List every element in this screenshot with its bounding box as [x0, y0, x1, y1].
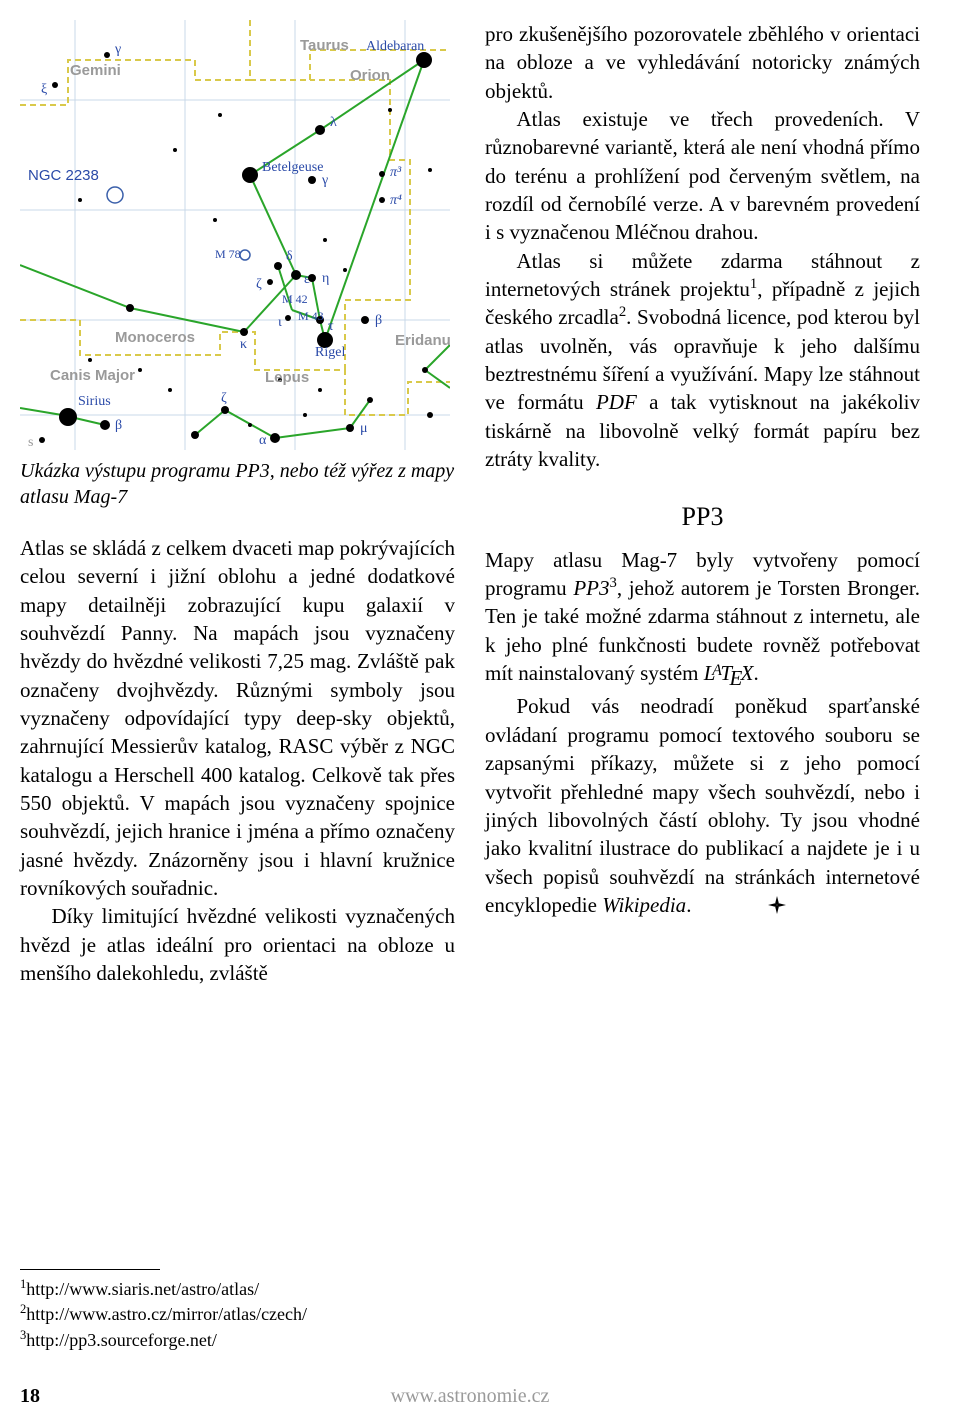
svg-text:Rigel: Rigel: [315, 345, 345, 360]
svg-text:s: s: [28, 435, 33, 450]
page-number: 18: [20, 1385, 40, 1408]
body-paragraph: Atlas se skládá z celkem dvaceti map pok…: [20, 534, 455, 902]
footer-url: www.astronomie.cz: [391, 1385, 550, 1408]
svg-text:γ: γ: [114, 42, 121, 57]
body-paragraph: Pokud vás neodradí poněkud sparťanské ov…: [485, 692, 920, 919]
figure-caption: Ukázka výstupu programu PP3, nebo též vý…: [20, 458, 455, 510]
svg-text:η: η: [322, 271, 329, 286]
body-paragraph: Atlas existuje ve třech provedeních. V r…: [485, 105, 920, 247]
footnote: 3http://pp3.sourceforge.net/: [20, 1327, 460, 1352]
svg-text:M 42: M 42: [282, 292, 308, 306]
svg-text:Gemini: Gemini: [70, 62, 121, 79]
svg-text:Taurus: Taurus: [300, 37, 349, 54]
svg-text:Monoceros: Monoceros: [115, 329, 195, 346]
svg-text:ζ: ζ: [256, 277, 262, 292]
svg-text:Lepus: Lepus: [265, 369, 309, 386]
body-paragraph: pro zkušenějšího pozorovatele zběhlého v…: [485, 20, 920, 105]
svg-text:κ: κ: [240, 337, 247, 352]
section-heading: PP3: [485, 502, 920, 532]
svg-text:β: β: [115, 418, 122, 433]
svg-text:δ: δ: [286, 249, 293, 264]
svg-text:Sirius: Sirius: [78, 394, 111, 409]
svg-text:μ: μ: [360, 421, 368, 436]
svg-text:ι: ι: [278, 315, 282, 330]
svg-text:Aldebaran: Aldebaran: [366, 39, 424, 54]
svg-text:λ: λ: [330, 115, 337, 130]
body-paragraph: Mapy atlasu Mag-7 byly vytvořeny pomocí …: [485, 546, 920, 693]
svg-text:ζ: ζ: [221, 391, 227, 406]
body-paragraph: Atlas si můžete zdarma stáhnout z intern…: [485, 247, 920, 474]
body-paragraph: Díky limitující hvězdné velikosti vyznač…: [20, 902, 455, 987]
footnote: 1http://www.siaris.net/astro/atlas/: [20, 1276, 460, 1301]
svg-text:π³: π³: [390, 165, 402, 180]
svg-text:γ: γ: [321, 173, 328, 188]
svg-text:Eridanu: Eridanu: [395, 332, 450, 349]
end-ornament-icon: [737, 893, 755, 911]
svg-text:NGC 2238: NGC 2238: [28, 167, 99, 184]
svg-text:β: β: [375, 313, 382, 328]
footnote: 2http://www.astro.cz/mirror/atlas/czech/: [20, 1301, 460, 1326]
svg-text:τ: τ: [328, 319, 334, 334]
svg-text:π⁴: π⁴: [390, 193, 402, 208]
star-chart: BetelgeuseAldebaranRigelSiriusλγδεηζιτκβ…: [20, 20, 450, 450]
svg-text:α: α: [259, 433, 267, 448]
svg-text:Betelgeuse: Betelgeuse: [262, 160, 323, 175]
svg-text:M 43: M 43: [298, 309, 324, 323]
svg-text:Orion: Orion: [350, 67, 390, 84]
svg-text:Canis Major: Canis Major: [50, 367, 135, 384]
svg-text:M 78: M 78: [215, 247, 241, 261]
footnotes: 1http://www.siaris.net/astro/atlas/2http…: [20, 1269, 460, 1352]
svg-text:ξ: ξ: [41, 82, 47, 97]
